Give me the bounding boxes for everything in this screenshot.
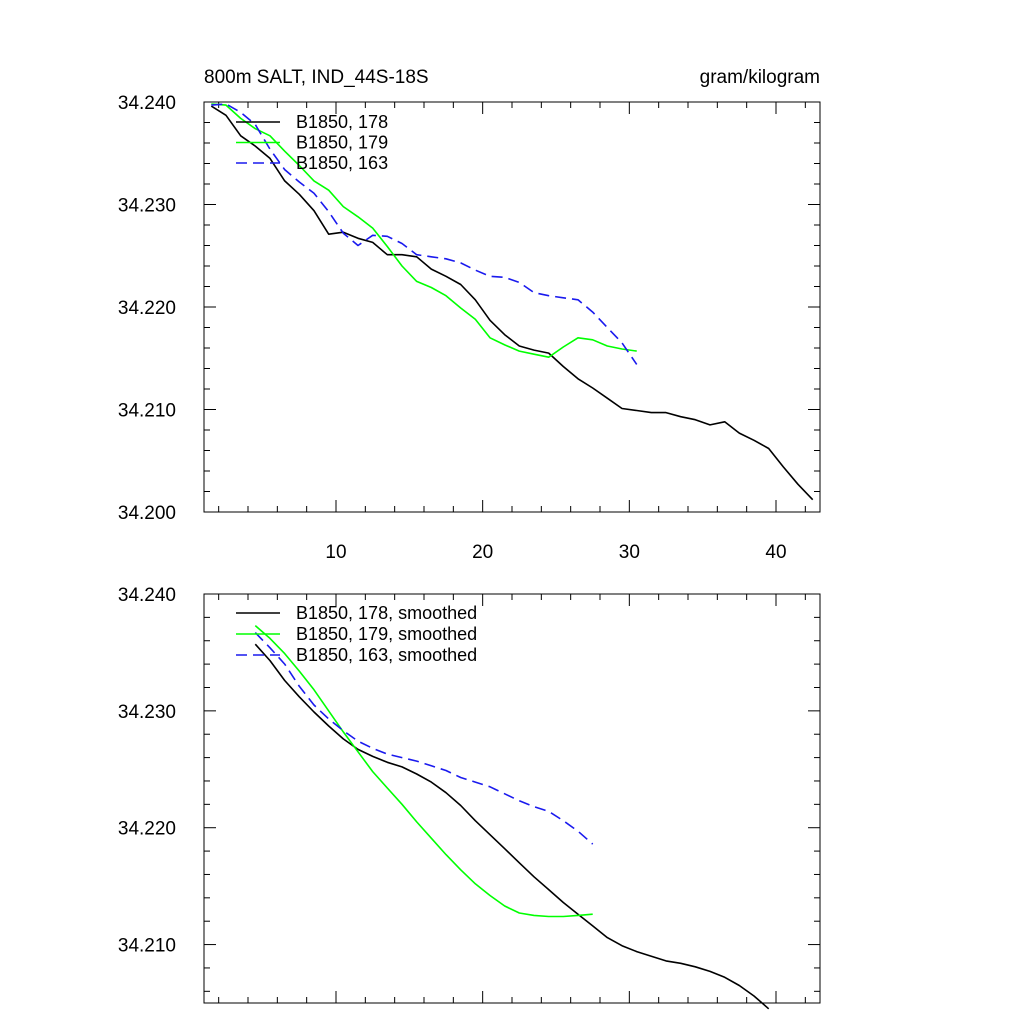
top-panel: 800m SALT, IND_44S-18S gram/kilogram 10 2… bbox=[118, 67, 821, 563]
bottom-panel: 34.210 34.220 34.230 34.240 B1850, 178, smoo… bbox=[118, 585, 821, 1010]
x-tick-label: 30 bbox=[619, 542, 640, 563]
legend-label-3: B1850, 163, smoothed bbox=[296, 645, 477, 665]
y-tick-label: 34.220 bbox=[118, 819, 176, 840]
y-tick-label: 34.200 bbox=[118, 503, 176, 524]
legend-label-1: B1850, 178, smoothed bbox=[296, 603, 477, 623]
y-tick-label: 34.230 bbox=[118, 196, 176, 217]
y-tick-label: 34.240 bbox=[118, 93, 176, 114]
legend-label-2: B1850, 179 bbox=[296, 133, 388, 153]
x-tick-label: 10 bbox=[325, 542, 346, 563]
series-line-3 bbox=[211, 103, 638, 365]
top-panel-units: gram/kilogram bbox=[700, 67, 820, 88]
x-tick-label: 20 bbox=[472, 542, 493, 563]
x-tick-label: 40 bbox=[765, 542, 786, 563]
series-line-2 bbox=[254, 624, 593, 918]
legend-label-1: B1850, 178 bbox=[296, 112, 388, 132]
series-line-2 bbox=[211, 103, 637, 359]
top-panel-title: 800m SALT, IND_44S-18S bbox=[204, 67, 429, 88]
y-tick-label: 34.240 bbox=[118, 585, 176, 606]
series-line-1 bbox=[210, 105, 814, 501]
legend-label-3: B1850, 163 bbox=[296, 153, 388, 173]
series-line-3 bbox=[254, 632, 594, 845]
y-tick-label: 34.210 bbox=[118, 401, 176, 422]
series-line-1 bbox=[254, 643, 770, 1010]
legend-label-2: B1850, 179, smoothed bbox=[296, 624, 477, 644]
y-tick-label: 34.210 bbox=[118, 936, 176, 957]
y-tick-label: 34.220 bbox=[118, 298, 176, 319]
y-tick-label: 34.230 bbox=[118, 702, 176, 723]
